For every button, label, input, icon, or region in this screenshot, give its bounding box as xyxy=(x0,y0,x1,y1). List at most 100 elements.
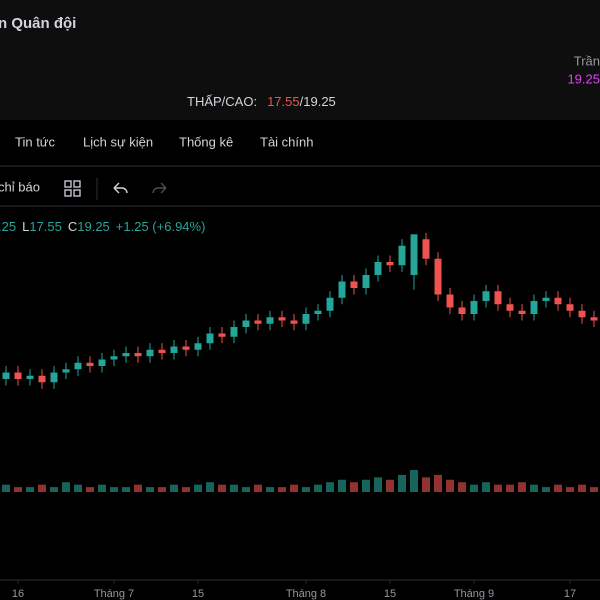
volume-bar xyxy=(278,487,286,492)
low-price: 17.55 xyxy=(267,94,300,109)
volume-bar xyxy=(62,482,70,492)
volume-bar xyxy=(182,487,190,492)
candle-body xyxy=(494,291,502,305)
candle-body xyxy=(326,297,334,311)
candle-body xyxy=(278,317,286,321)
candle-body xyxy=(446,294,454,308)
candle-body xyxy=(350,281,358,288)
candle-body xyxy=(122,353,130,357)
tab[interactable]: Tài chính xyxy=(260,134,313,149)
candle-body xyxy=(2,372,10,379)
header-panel xyxy=(0,0,600,120)
volume-bar xyxy=(158,487,166,492)
volume-bar xyxy=(14,487,22,492)
volume-bar xyxy=(194,484,202,492)
x-tick-label: Tháng 8 xyxy=(286,588,326,600)
candle-body xyxy=(266,317,274,324)
candle-body xyxy=(506,304,514,311)
volume-bar xyxy=(302,487,310,492)
volume-bar xyxy=(422,477,430,492)
volume-bar xyxy=(338,479,346,492)
volume-bar xyxy=(398,474,406,492)
candle-body xyxy=(578,310,586,318)
volume-bar xyxy=(134,484,142,492)
volume-bar xyxy=(266,487,274,492)
volume-bar xyxy=(362,479,370,492)
change-value: +1.25 (+6.94%) xyxy=(116,219,206,234)
tab[interactable]: Tin tức xyxy=(15,134,56,149)
ceiling-price: 19.25 xyxy=(567,71,600,86)
undo-button[interactable] xyxy=(113,182,128,194)
candle-body xyxy=(170,346,178,353)
volume-bar xyxy=(482,482,490,492)
indicators-button[interactable]: chỉ báo xyxy=(0,179,40,194)
volume-bar xyxy=(542,487,550,492)
tab[interactable]: Lịch sự kiện xyxy=(83,134,153,149)
volume-bar xyxy=(530,484,538,492)
candle-body xyxy=(50,372,58,383)
volume-bar xyxy=(50,487,58,492)
volume-bar xyxy=(110,487,118,492)
volume-bar xyxy=(26,487,34,492)
candle-body xyxy=(458,307,466,314)
volume-bar xyxy=(206,482,214,492)
close-label: C xyxy=(68,219,77,234)
candle-body xyxy=(14,372,22,379)
candle-body xyxy=(518,310,526,314)
ohlc-legend: .25 L17.55 C19.25 +1.25 (+6.94%) xyxy=(0,219,205,234)
close-value: 19.25 xyxy=(77,219,110,234)
candle-body xyxy=(62,369,70,373)
low-high-caption: THẤP/CAO: xyxy=(187,94,257,109)
x-tick-label: 15 xyxy=(192,588,204,600)
candle-body xyxy=(206,333,214,344)
candle-body xyxy=(398,245,406,266)
candle-body xyxy=(242,320,250,327)
candle-body xyxy=(434,258,442,295)
ceiling-label: Trần xyxy=(574,53,600,68)
x-tick-label: Tháng 7 xyxy=(94,588,134,600)
volume-bar xyxy=(326,482,334,492)
volume-bar xyxy=(386,479,394,492)
candle-body xyxy=(590,317,598,321)
volume-bar xyxy=(434,474,442,492)
low-value: 17.55 xyxy=(29,219,62,234)
low-high-label: THẤP/CAO: 17.55/19.25 xyxy=(187,94,336,109)
volume-bar xyxy=(458,482,466,492)
candle-body xyxy=(86,362,94,366)
volume-bar xyxy=(350,482,358,492)
candle-body xyxy=(110,356,118,360)
layout-icon[interactable] xyxy=(64,180,81,197)
volume-bar xyxy=(122,487,130,492)
candle-body xyxy=(566,304,574,311)
volume-bar xyxy=(446,479,454,492)
tab[interactable]: Thống kê xyxy=(179,134,233,149)
candle-body xyxy=(422,239,430,259)
candle-body xyxy=(542,297,550,301)
stock-title: n Quân đội xyxy=(0,15,76,32)
redo-button[interactable] xyxy=(152,182,167,194)
volume-bar xyxy=(494,484,502,492)
x-tick-label: Tháng 9 xyxy=(454,588,494,600)
volume-bar xyxy=(146,487,154,492)
volume-bar xyxy=(230,484,238,492)
candle-body xyxy=(146,349,154,357)
candle-body xyxy=(194,343,202,350)
candle-body xyxy=(134,353,142,357)
candle-body xyxy=(386,262,394,266)
volume-bar xyxy=(242,487,250,492)
candle-body xyxy=(314,310,322,314)
separator: / xyxy=(300,94,304,109)
volume-bar xyxy=(410,470,418,492)
volume-bar xyxy=(590,487,598,492)
candle-body xyxy=(290,320,298,324)
volume-bar xyxy=(218,484,226,492)
candle-body xyxy=(410,234,418,275)
candle-body xyxy=(182,346,190,350)
candle-body xyxy=(230,327,238,337)
volume-bar xyxy=(74,484,82,492)
volume-bar xyxy=(554,484,562,492)
high-price: 19.25 xyxy=(303,94,336,109)
open-value: .25 xyxy=(0,219,16,234)
candle-body xyxy=(158,349,166,353)
